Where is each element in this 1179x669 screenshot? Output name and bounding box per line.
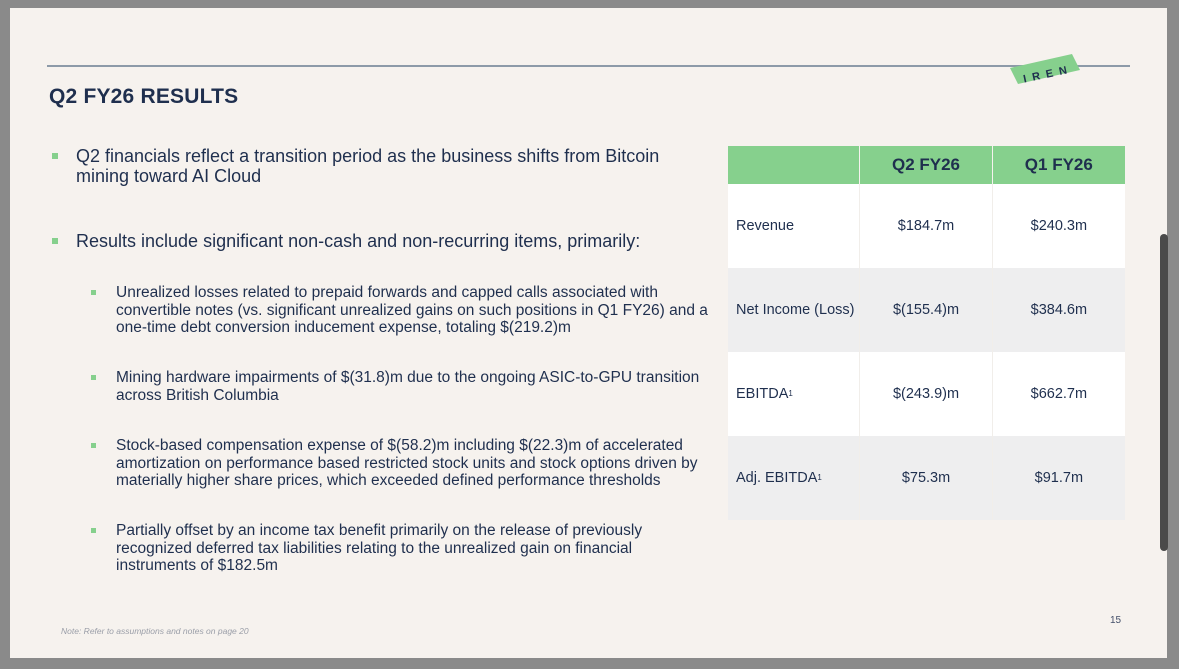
results-table: Q2 FY26 Q1 FY26 Revenue $184.7m $240.3m … <box>728 146 1125 520</box>
iren-logo: IREN <box>1010 54 1080 86</box>
row-label: Adj. EBITDA 1 <box>728 436 859 520</box>
table-row-net-income: Net Income (Loss) $(155.4)m $384.6m <box>728 268 1125 352</box>
sub-bullet-tax-benefit: Partially offset by an income tax benefi… <box>116 522 643 574</box>
bullet-results: Results include significant non-cash and… <box>76 231 641 251</box>
row-label-text: EBITDA <box>736 386 789 402</box>
cell-q2: $(155.4)m <box>859 268 991 352</box>
table-row-ebitda: EBITDA 1 $(243.9)m $662.7m <box>728 352 1125 436</box>
bullet-transition: Q2 financials reflect a transition perio… <box>76 146 660 186</box>
row-label-text: Net Income (Loss) <box>736 302 855 318</box>
table-header-q1: Q1 FY26 <box>991 146 1125 184</box>
row-label-text: Adj. EBITDA <box>736 470 818 486</box>
sub-bullet-marker <box>91 443 96 448</box>
sub-bullet-stock-comp: Stock-based compensation expense of $(58… <box>116 437 698 489</box>
bullet-marker <box>52 238 58 244</box>
slide: IREN Q2 FY26 RESULTS Q2 financials refle… <box>10 8 1167 658</box>
sub-bullet-marker <box>91 375 96 380</box>
cell-q1: $384.6m <box>991 268 1125 352</box>
table-row-adj-ebitda: Adj. EBITDA 1 $75.3m $91.7m <box>728 436 1125 520</box>
cell-q2: $184.7m <box>859 184 991 268</box>
page-number: 15 <box>1110 615 1122 626</box>
sub-bullet-unrealized-losses: Unrealized losses related to prepaid for… <box>116 284 708 336</box>
row-label-text: Revenue <box>736 218 795 234</box>
sub-bullet-marker <box>91 528 96 533</box>
footnote: Note: Refer to assumptions and notes on … <box>61 626 249 636</box>
cell-q2: $75.3m <box>859 436 991 520</box>
row-label: Revenue <box>728 184 859 268</box>
sub-bullet-impairments: Mining hardware impairments of $(31.8)m … <box>116 369 700 404</box>
row-label: Net Income (Loss) <box>728 268 859 352</box>
row-label: EBITDA 1 <box>728 352 859 436</box>
table-header: Q2 FY26 Q1 FY26 <box>728 146 1125 184</box>
cell-q1: $91.7m <box>991 436 1125 520</box>
page-title: Q2 FY26 RESULTS <box>49 85 239 108</box>
footnote-marker: 1 <box>788 388 793 398</box>
footnote-marker: 1 <box>817 472 822 482</box>
table-header-blank <box>728 146 859 184</box>
cell-q2: $(243.9)m <box>859 352 991 436</box>
header-rule <box>47 65 1130 67</box>
vertical-scrollbar[interactable] <box>1160 234 1168 551</box>
table-header-q2: Q2 FY26 <box>859 146 991 184</box>
sub-bullet-marker <box>91 290 96 295</box>
bullet-marker <box>52 153 58 159</box>
table-row-revenue: Revenue $184.7m $240.3m <box>728 184 1125 268</box>
cell-q1: $662.7m <box>991 352 1125 436</box>
cell-q1: $240.3m <box>991 184 1125 268</box>
